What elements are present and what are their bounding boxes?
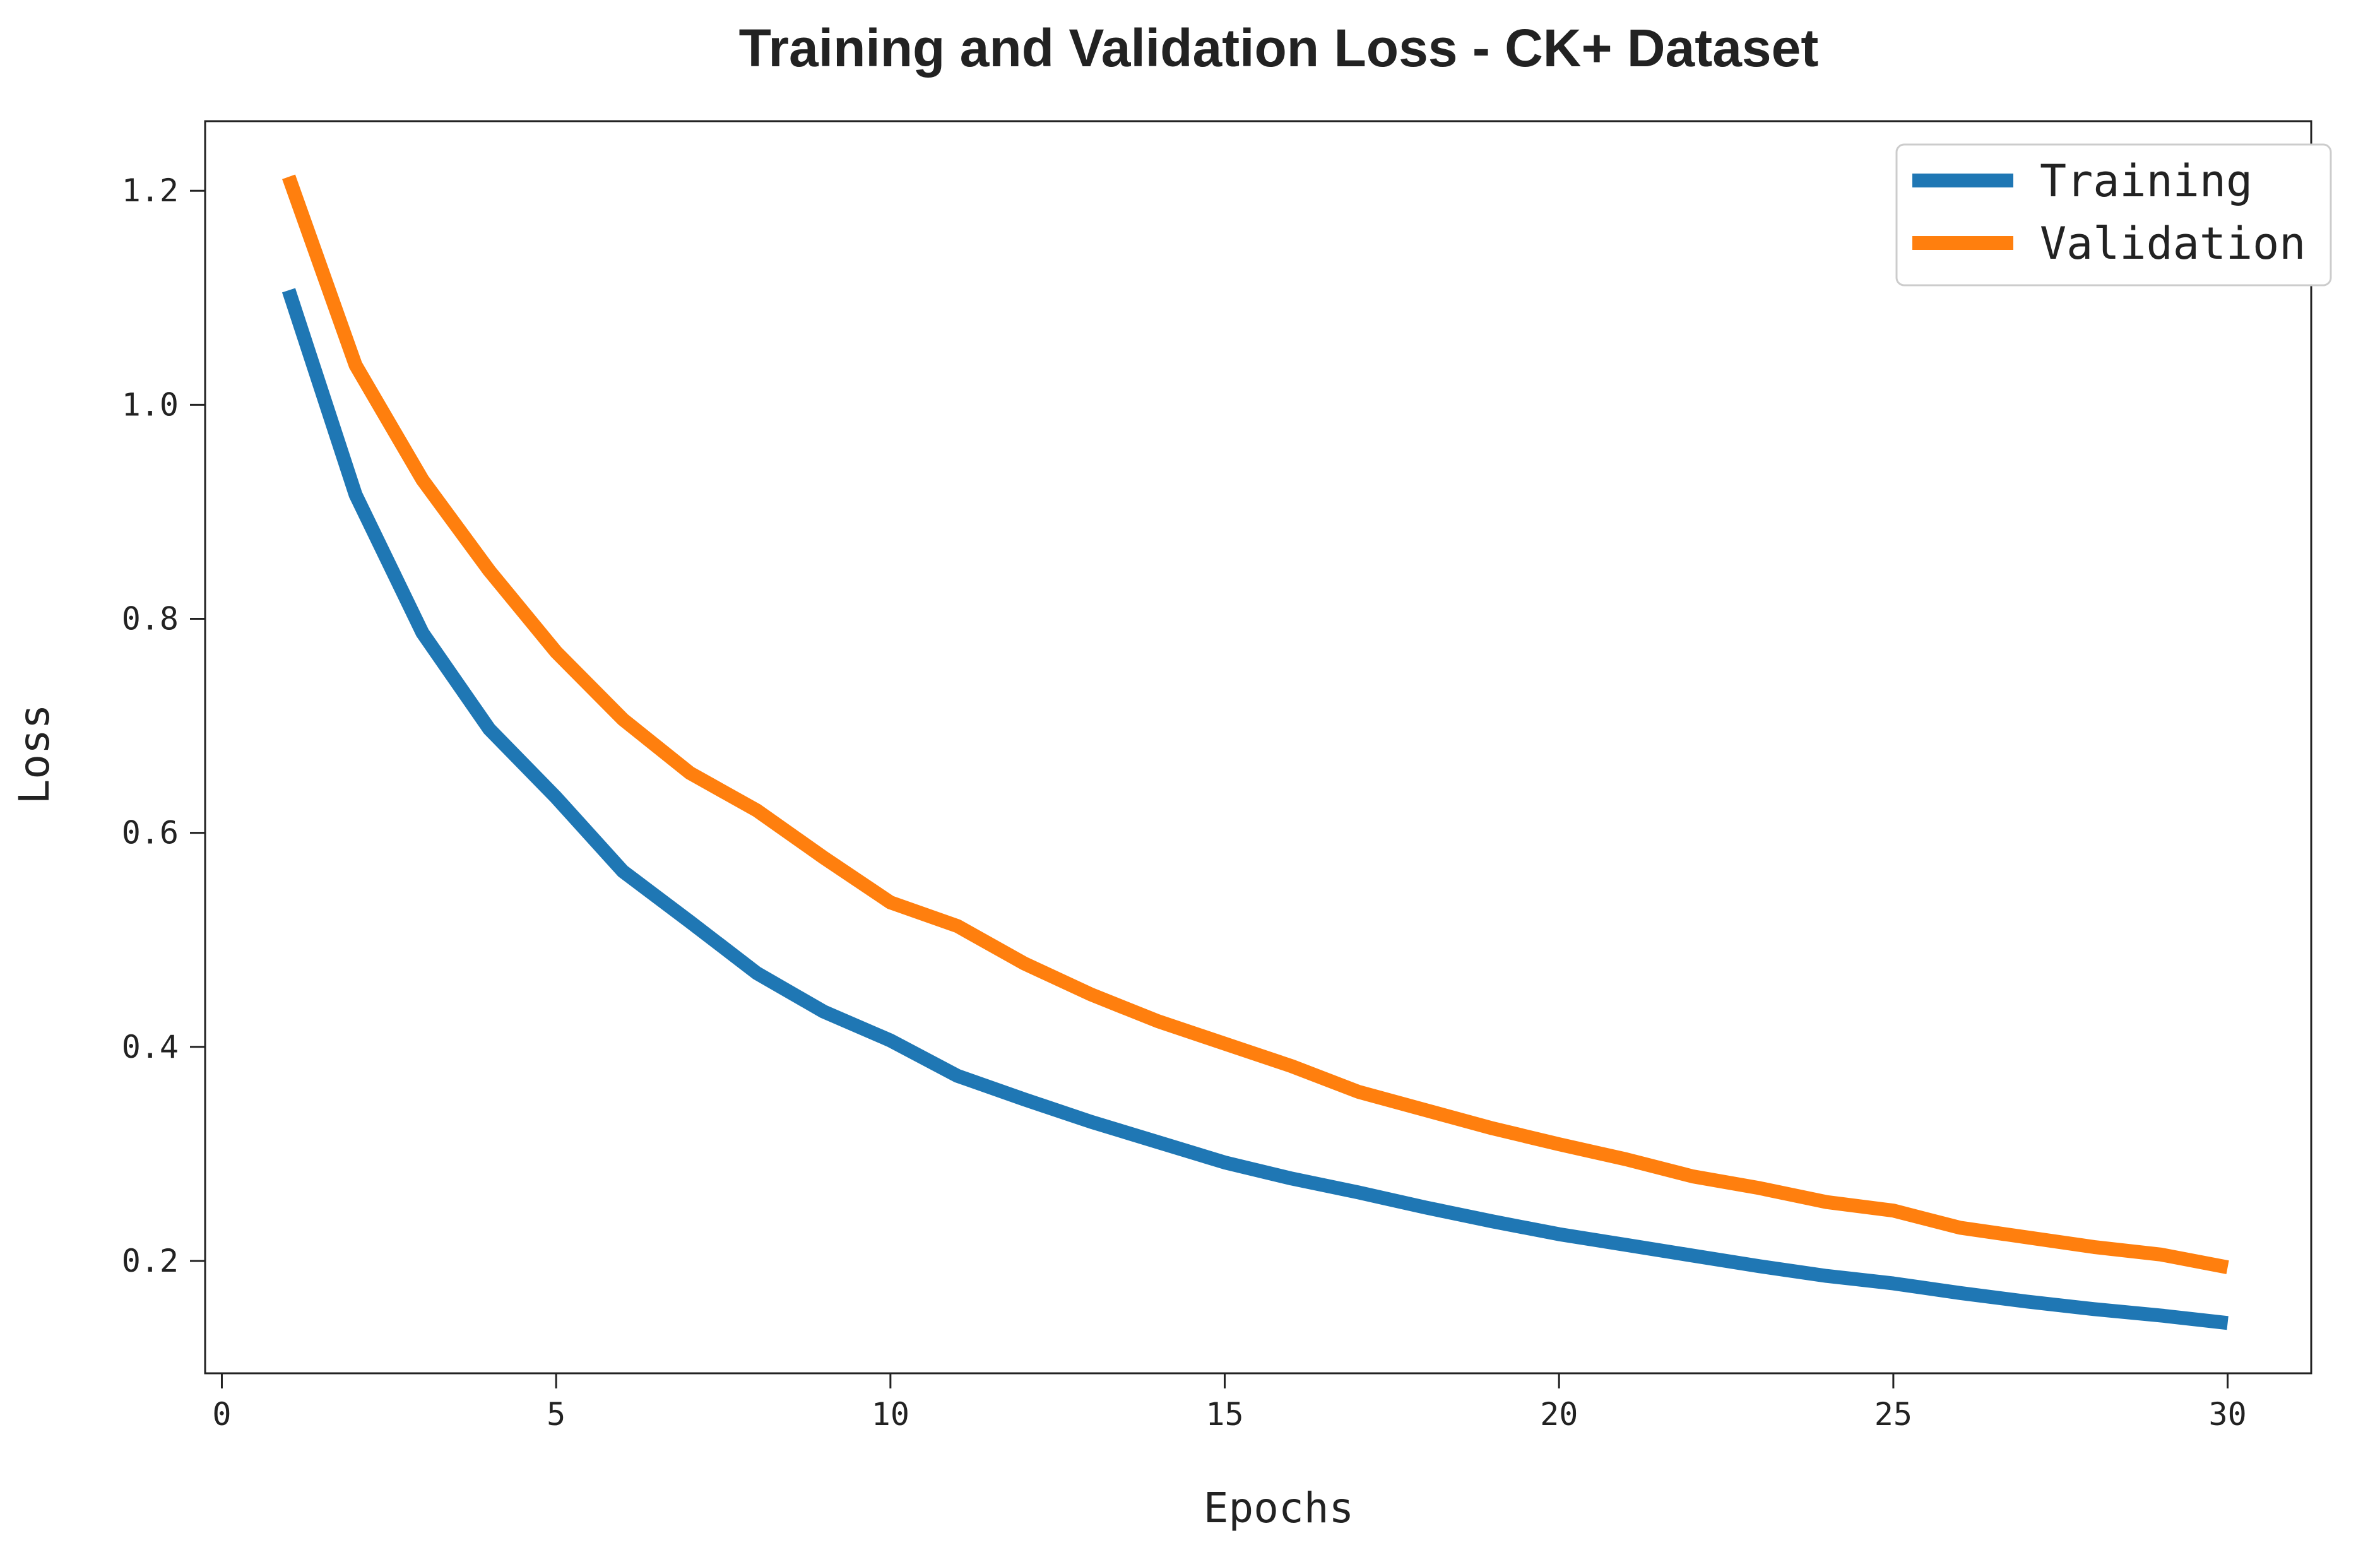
legend-label-validation: Validation [2040, 218, 2306, 269]
series-lines [281, 174, 2229, 1330]
series-line-training [281, 288, 2229, 1330]
x-tick-label: 0 [212, 1396, 231, 1433]
y-axis-label: Loss [10, 704, 59, 805]
y-tick-label: 1.2 [122, 172, 179, 209]
x-tick-label: 15 [1205, 1396, 1243, 1433]
plot-frame [204, 120, 2312, 1375]
x-tick-label: 20 [1540, 1396, 1578, 1433]
y-tick-label: 0.2 [122, 1243, 179, 1279]
x-axis: 0 5 10 15 20 25 30 [212, 1373, 2247, 1433]
x-tick-label: 5 [547, 1396, 565, 1433]
y-tick-label: 0.4 [122, 1029, 179, 1065]
x-tick-label: 25 [1874, 1396, 1912, 1433]
y-tick-label: 0.6 [122, 815, 179, 851]
series-line-validation [282, 174, 2229, 1274]
legend: Training Validation [1895, 143, 2332, 287]
x-tick-label: 10 [872, 1396, 909, 1433]
y-axis: 0.2 0.4 0.6 0.8 1.0 1.2 [122, 172, 205, 1279]
legend-label-training: Training [2040, 155, 2253, 207]
y-tick-label: 0.8 [122, 601, 179, 637]
chart-title: Training and Validation Loss - CK+ Datas… [739, 18, 1819, 78]
x-tick-label: 30 [2208, 1396, 2246, 1433]
y-tick-label: 1.0 [122, 386, 179, 423]
x-axis-label: Epochs [1204, 1484, 1354, 1532]
